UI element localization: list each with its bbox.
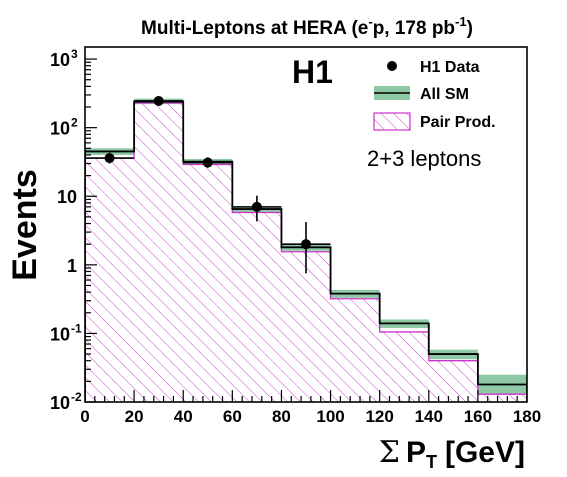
data-layer (85, 95, 331, 274)
title-end: ) (467, 18, 473, 39)
title-mid: p, 178 pb (373, 18, 455, 39)
pair-prod-bar-1 (134, 102, 184, 402)
legend-label-data: H1 Data (420, 59, 480, 76)
legend-label-sm: All SM (420, 86, 469, 103)
title-main: Multi-Leptons at HERA (e (141, 18, 368, 39)
legend: H1 Data All SM Pair Prod. (373, 59, 496, 131)
pair-prod-bar-0 (85, 158, 135, 402)
x-tick-label-100: 100 (316, 407, 344, 426)
x-tick-label-140: 140 (415, 407, 443, 426)
plot-frame (84, 46, 528, 403)
pair-prod-bar-4 (281, 251, 331, 402)
y-tick-label-2: 10 (57, 187, 77, 207)
x-axis-sigma: Σ (379, 435, 400, 470)
x-tick-label-160: 160 (464, 407, 492, 426)
x-axis-unit: [GeV] (445, 436, 525, 469)
x-tick-label-20: 20 (125, 407, 144, 426)
x-tick-label-80: 80 (272, 407, 291, 426)
experiment-label: H1 (292, 54, 333, 90)
annotation-leptons: 2+3 leptons (367, 146, 481, 171)
pair-prod-layer (85, 102, 527, 402)
y-tick-label-4: 10 (50, 324, 70, 344)
legend-data-marker (387, 61, 397, 71)
y-axis-label: Events (6, 169, 44, 281)
y-tick-label-3: 1 (67, 256, 77, 276)
y-tick-exp-4: -1 (71, 321, 82, 335)
pair-prod-bar-2 (183, 164, 233, 402)
data-point-3 (251, 201, 262, 212)
pair-prod-bar-5 (330, 298, 380, 402)
x-tick-label-0: 0 (80, 407, 89, 426)
y-tick-label-0: 10 (50, 50, 70, 70)
chart-title: Multi-Leptons at HERA (e-p, 178 pb-1) (141, 14, 473, 39)
title-sup2: -1 (455, 14, 467, 29)
x-axis-sub: T (426, 452, 437, 472)
pair-prod-bar-8 (477, 394, 527, 402)
pair-prod-bar-6 (379, 331, 429, 402)
legend-pair-swatch (373, 112, 411, 131)
title-sup1: - (368, 14, 372, 29)
x-tick-label-40: 40 (174, 407, 193, 426)
y-tick-exp-5: -2 (71, 390, 82, 404)
data-point-1 (153, 95, 164, 106)
y-tick-label-5: 10 (50, 393, 70, 413)
y-tick-exp-0: 3 (71, 47, 78, 61)
data-point-2 (202, 157, 213, 168)
data-point-4 (301, 239, 311, 250)
pair-prod-bar-7 (428, 360, 478, 402)
y-tick-label-1: 10 (50, 119, 70, 139)
pair-prod-bar-3 (232, 212, 282, 402)
y-tick-exp-1: 2 (71, 116, 78, 130)
x-axis-label: Σ PT [GeV] (379, 435, 525, 472)
x-axis-p: P (406, 436, 426, 469)
data-point-0 (104, 153, 115, 164)
x-tick-label-60: 60 (223, 407, 242, 426)
legend-label-pair: Pair Prod. (420, 114, 496, 131)
x-tick-label-180: 180 (513, 407, 541, 426)
x-tick-label-120: 120 (365, 407, 393, 426)
